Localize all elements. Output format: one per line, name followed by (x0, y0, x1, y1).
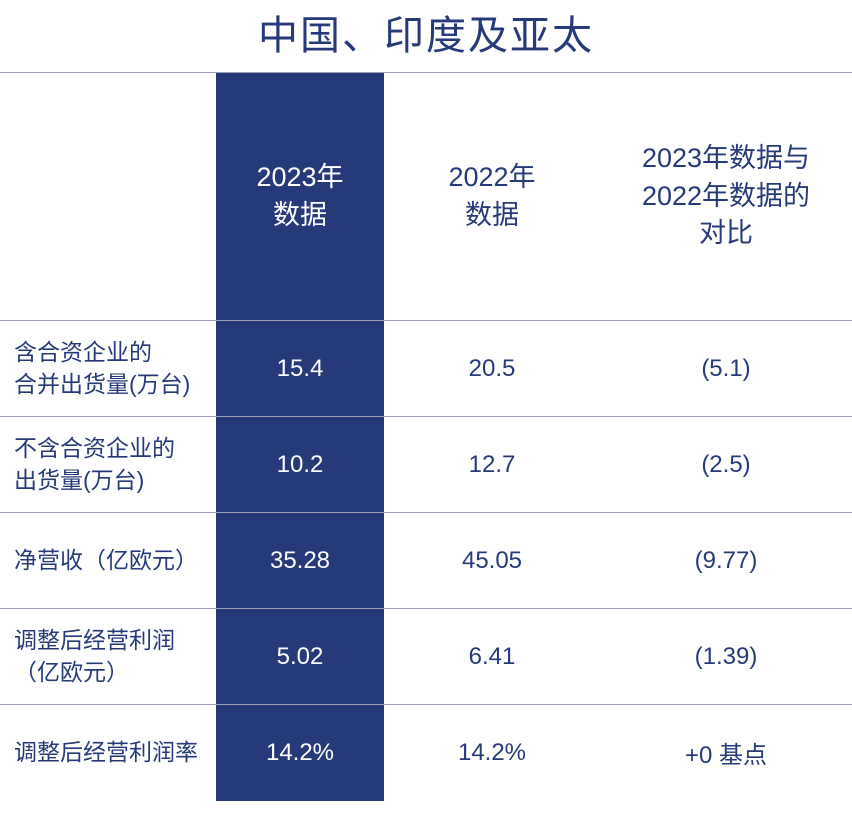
cell-diff: (1.39) (588, 609, 852, 705)
column-gap (384, 705, 396, 801)
cell-y2023: 15.4 (216, 321, 384, 417)
column-gap (384, 73, 396, 321)
table-row: 调整后经营利润 （亿欧元）5.026.41(1.39) (0, 609, 852, 705)
cell-y2022: 14.2% (396, 705, 588, 801)
cell-diff: (2.5) (588, 417, 852, 513)
cell-diff: (5.1) (588, 321, 852, 417)
row-label: 含合资企业的 合并出货量(万台) (0, 321, 216, 417)
column-gap (384, 513, 396, 609)
cell-y2023: 5.02 (216, 609, 384, 705)
table-row: 调整后经营利润率14.2%14.2%+0 基点 (0, 705, 852, 801)
table-row: 净营收（亿欧元）35.2845.05(9.77) (0, 513, 852, 609)
page: 中国、印度及亚太 2023年 数据2022年 数据2023年数据与 2022年数… (0, 0, 852, 814)
cell-y2022: 12.7 (396, 417, 588, 513)
table-title: 中国、印度及亚太 (0, 0, 852, 72)
row-label: 调整后经营利润率 (0, 705, 216, 801)
row-label: 净营收（亿欧元） (0, 513, 216, 609)
cell-y2023: 35.28 (216, 513, 384, 609)
financial-table: 2023年 数据2022年 数据2023年数据与 2022年数据的 对比含合资企… (0, 72, 852, 801)
column-header-diff: 2023年数据与 2022年数据的 对比 (588, 73, 852, 321)
cell-y2023: 10.2 (216, 417, 384, 513)
row-label: 不含合资企业的 出货量(万台) (0, 417, 216, 513)
cell-diff: +0 基点 (588, 705, 852, 801)
cell-y2022: 45.05 (396, 513, 588, 609)
cell-y2023: 14.2% (216, 705, 384, 801)
table-row: 不含合资企业的 出货量(万台)10.212.7(2.5) (0, 417, 852, 513)
column-header-y2022: 2022年 数据 (396, 73, 588, 321)
column-gap (384, 609, 396, 705)
cell-diff: (9.77) (588, 513, 852, 609)
table-row: 含合资企业的 合并出货量(万台)15.420.5(5.1) (0, 321, 852, 417)
cell-y2022: 20.5 (396, 321, 588, 417)
column-gap (384, 417, 396, 513)
cell-y2022: 6.41 (396, 609, 588, 705)
row-label: 调整后经营利润 （亿欧元） (0, 609, 216, 705)
column-header-label (0, 73, 216, 321)
column-header-y2023: 2023年 数据 (216, 73, 384, 321)
column-gap (384, 321, 396, 417)
